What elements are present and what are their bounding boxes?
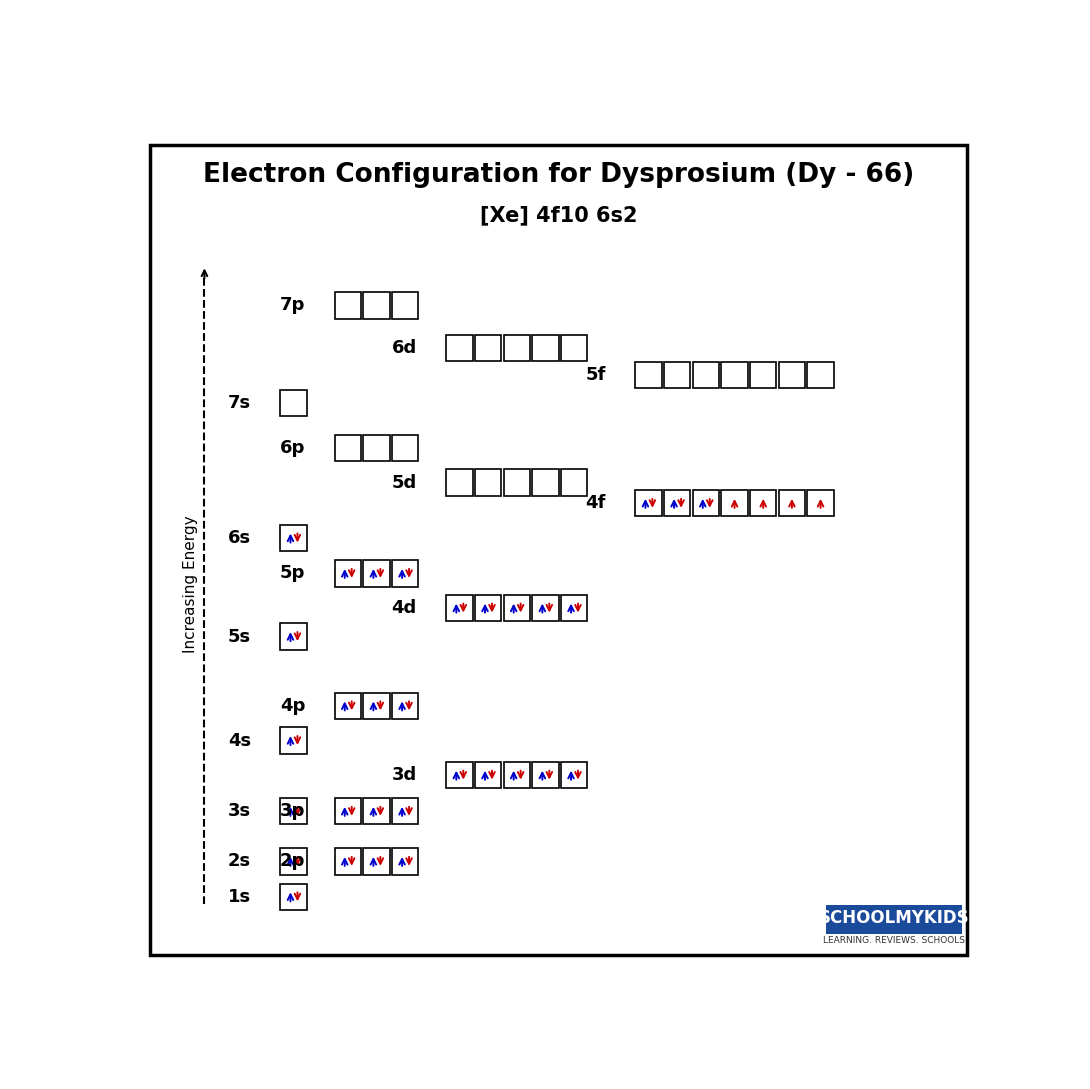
Text: 1s: 1s [228,888,251,906]
Bar [693,362,719,388]
Bar [335,435,361,461]
Bar [561,595,588,621]
Bar [392,561,419,587]
Bar [826,905,961,933]
Bar [504,762,530,788]
Bar [808,490,834,516]
Bar [532,595,559,621]
Bar [475,595,501,621]
Bar [635,362,662,388]
Bar [280,525,306,551]
Text: [Xe] 4f10 6s2: [Xe] 4f10 6s2 [480,206,638,225]
Bar [280,727,306,754]
Text: 4d: 4d [391,599,416,617]
Text: 3p: 3p [280,803,305,820]
Bar [722,490,748,516]
Bar [446,595,473,621]
Text: 6d: 6d [391,339,416,357]
Text: Electron Configuration for Dysprosium (Dy - 66): Electron Configuration for Dysprosium (D… [203,162,915,188]
Bar [280,798,306,824]
Bar [635,490,662,516]
Text: SCHOOLMYKIDS: SCHOOLMYKIDS [819,909,969,927]
Bar [335,693,361,719]
Bar [280,848,306,874]
Bar [504,469,530,495]
Text: 5s: 5s [228,627,251,646]
Bar [363,693,390,719]
Bar [475,469,501,495]
Text: 7s: 7s [228,394,251,413]
Text: 3s: 3s [228,803,251,820]
Bar [392,292,419,319]
Bar [280,624,306,650]
Text: Increasing Energy: Increasing Energy [183,516,198,653]
Bar [664,490,690,516]
Bar [532,469,559,495]
Bar [504,334,530,360]
Text: 4s: 4s [228,732,251,749]
Bar [750,490,776,516]
Text: LEARNING. REVIEWS. SCHOOLS: LEARNING. REVIEWS. SCHOOLS [823,937,965,945]
Text: 5d: 5d [391,474,416,491]
Bar [561,334,588,360]
Bar [392,848,419,874]
Bar [363,848,390,874]
Text: 6s: 6s [228,529,251,547]
Bar [693,490,719,516]
Text: 6p: 6p [280,439,305,457]
Bar [446,469,473,495]
Text: 2p: 2p [280,853,305,870]
Bar [808,362,834,388]
Bar [335,292,361,319]
Bar [750,362,776,388]
Bar [778,362,806,388]
Bar [664,362,690,388]
Bar [532,762,559,788]
Bar [475,762,501,788]
Bar [335,561,361,587]
Bar [392,693,419,719]
Bar [363,561,390,587]
Text: 3d: 3d [391,767,416,784]
Bar [363,435,390,461]
Text: 2s: 2s [228,853,251,870]
Text: 4p: 4p [280,697,305,714]
Bar [335,848,361,874]
Text: 5p: 5p [280,564,305,583]
Bar [446,762,473,788]
Bar [363,292,390,319]
Bar [280,884,306,910]
Bar [363,798,390,824]
Bar [280,390,306,416]
Bar [446,334,473,360]
Bar [475,334,501,360]
Text: 7p: 7p [280,296,305,315]
Bar [532,334,559,360]
Bar [778,490,806,516]
Text: 5f: 5f [585,366,606,383]
Bar [561,469,588,495]
Text: 4f: 4f [585,494,606,512]
Bar [722,362,748,388]
Bar [392,435,419,461]
Bar [392,798,419,824]
Bar [335,798,361,824]
Bar [504,595,530,621]
Bar [561,762,588,788]
